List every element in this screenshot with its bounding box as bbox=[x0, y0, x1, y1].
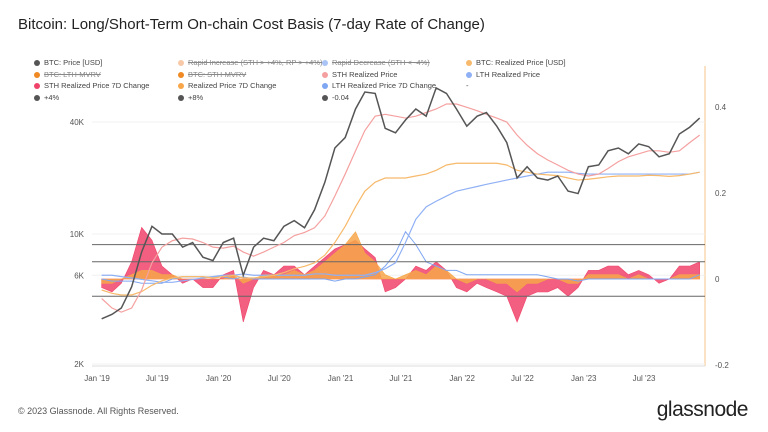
legend-label: +8% bbox=[188, 92, 204, 102]
legend-dot-icon bbox=[322, 60, 328, 66]
legend-label: Rapid Increase (STH > +4%, RP > +4%) bbox=[188, 58, 323, 67]
legend-dot-icon bbox=[322, 71, 328, 78]
chart-title: Bitcoin: Long/Short-Term On-chain Cost B… bbox=[18, 16, 485, 33]
legend-dot-icon bbox=[34, 71, 40, 78]
sth-realized-price-line bbox=[101, 103, 701, 313]
legend-dot-icon bbox=[178, 71, 184, 78]
x-tick-label: Jan '20 bbox=[206, 374, 232, 383]
legend-item[interactable]: Rapid Increase (STH > +4%, RP > +4%) bbox=[178, 58, 323, 67]
x-tick-label: Jul '22 bbox=[511, 374, 534, 383]
lth-realized-price-line bbox=[101, 171, 700, 283]
legend-dot-icon bbox=[322, 83, 328, 89]
x-tick-label: Jul '23 bbox=[633, 374, 656, 383]
legend-item[interactable]: BTC: Realized Price [USD] bbox=[466, 58, 566, 67]
legend-item[interactable]: BTC: Price [USD] bbox=[34, 58, 102, 67]
legend-item[interactable]: BTC: STH-MVRV bbox=[178, 70, 246, 79]
legend-label: -0.04 bbox=[332, 92, 350, 102]
realized-price-line bbox=[101, 162, 700, 296]
legend-dot-icon bbox=[34, 83, 40, 89]
legend-item[interactable]: LTH Realized Price bbox=[466, 70, 540, 79]
legend-label: +4% bbox=[44, 92, 60, 102]
legend-label: BTC: Realized Price [USD] bbox=[476, 58, 566, 67]
legend-dot-icon bbox=[178, 83, 184, 89]
legend-dot-icon bbox=[322, 94, 328, 101]
x-tick-label: Jul '19 bbox=[146, 374, 169, 383]
legend-item[interactable]: +4% bbox=[34, 93, 59, 102]
glassnode-logo: glassnode bbox=[656, 398, 749, 421]
x-tick-label: Jan '19 bbox=[84, 374, 110, 383]
legend-label: BTC: STH-MVRV bbox=[188, 69, 247, 79]
legend-label: BTC: Price [USD] bbox=[44, 58, 103, 67]
legend-dot-icon bbox=[178, 94, 184, 101]
legend-item[interactable]: Realized Price 7D Change bbox=[178, 81, 276, 90]
legend-item[interactable]: +8% bbox=[178, 93, 203, 102]
legend-dot-icon bbox=[466, 60, 472, 66]
x-tick-label: Jan '22 bbox=[449, 374, 475, 383]
legend-item[interactable]: BTC: LTH-MVRV bbox=[34, 70, 101, 79]
y-left-tick-label: 40K bbox=[70, 118, 85, 127]
x-tick-label: Jan '23 bbox=[571, 374, 597, 383]
x-tick-label: Jul '21 bbox=[389, 374, 412, 383]
btc-price-line bbox=[101, 86, 701, 320]
x-tick-label: Jul '20 bbox=[268, 374, 291, 383]
legend-item[interactable]: STH Realized Price 7D Change bbox=[34, 81, 149, 90]
legend-item[interactable]: - bbox=[466, 81, 469, 90]
y-right-tick-label: 0.2 bbox=[715, 189, 727, 198]
legend-item[interactable]: Rapid Decrease (STH < -4%) bbox=[322, 58, 430, 67]
legend-label: STH Realized Price bbox=[332, 69, 398, 79]
legend-label: - bbox=[466, 81, 469, 90]
legend-label: STH Realized Price 7D Change bbox=[44, 81, 150, 90]
y-right-tick-label: -0.2 bbox=[715, 361, 729, 370]
legend-item[interactable]: LTH Realized Price 7D Change bbox=[322, 81, 436, 90]
copyright: © 2023 Glassnode. All Rights Reserved. bbox=[18, 406, 179, 416]
legend-label: Rapid Decrease (STH < -4%) bbox=[332, 58, 430, 67]
legend-dot-icon bbox=[34, 94, 40, 101]
x-tick-label: Jan '21 bbox=[328, 374, 354, 383]
y-right-tick-label: 0 bbox=[715, 275, 720, 284]
legend-item[interactable]: STH Realized Price bbox=[322, 70, 397, 79]
y-left-tick-label: 6K bbox=[74, 271, 84, 280]
legend-dot-icon bbox=[178, 60, 184, 66]
legend-dot-icon bbox=[466, 71, 472, 78]
legend-dot-icon bbox=[34, 60, 40, 66]
y-right-tick-label: 0.4 bbox=[715, 103, 727, 112]
y-left-tick-label: 10K bbox=[70, 230, 85, 239]
legend-item[interactable]: -0.04 bbox=[322, 93, 349, 102]
legend-label: BTC: LTH-MVRV bbox=[44, 69, 101, 79]
legend-label: LTH Realized Price bbox=[476, 69, 541, 79]
legend-label: LTH Realized Price 7D Change bbox=[332, 81, 437, 90]
legend-label: Realized Price 7D Change bbox=[188, 81, 277, 90]
y-left-tick-label: 2K bbox=[74, 360, 84, 369]
